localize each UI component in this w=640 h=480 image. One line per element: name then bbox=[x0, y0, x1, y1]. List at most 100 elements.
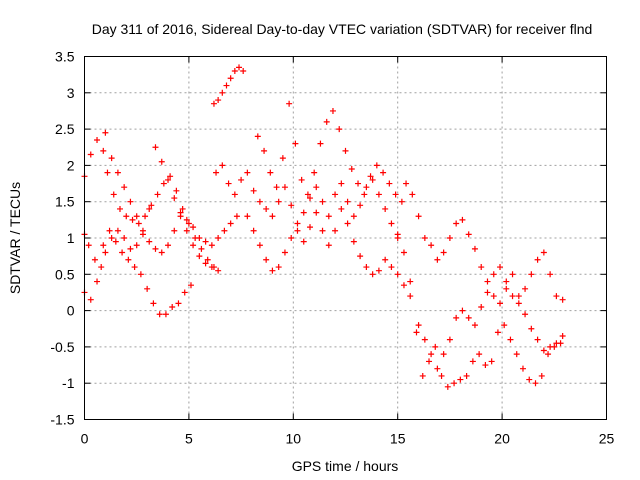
data-point bbox=[363, 184, 370, 191]
data-point bbox=[169, 303, 176, 310]
data-point bbox=[158, 158, 165, 165]
data-point bbox=[231, 68, 238, 75]
x-axis: 0 5 10 15 20 25 bbox=[81, 56, 614, 447]
y-tick-label: -1.5 bbox=[50, 412, 74, 428]
data-point bbox=[219, 162, 226, 169]
data-point bbox=[350, 238, 357, 245]
data-point bbox=[459, 307, 466, 314]
data-point bbox=[127, 245, 134, 252]
data-point bbox=[369, 176, 376, 183]
data-point bbox=[400, 249, 407, 256]
data-point bbox=[165, 176, 172, 183]
data-point bbox=[515, 300, 522, 307]
data-point bbox=[313, 184, 320, 191]
data-point bbox=[490, 293, 497, 300]
data-point bbox=[484, 278, 491, 285]
data-point bbox=[102, 129, 109, 136]
data-point bbox=[519, 365, 526, 372]
data-point bbox=[196, 253, 203, 260]
data-point bbox=[275, 264, 282, 271]
data-point bbox=[286, 100, 293, 107]
data-point bbox=[421, 235, 428, 241]
data-point bbox=[131, 264, 138, 271]
data-point bbox=[440, 249, 447, 256]
x-tick-label: 10 bbox=[286, 431, 302, 447]
data-point bbox=[426, 358, 433, 365]
series-track-d bbox=[102, 129, 222, 274]
series-track-h bbox=[254, 100, 405, 205]
data-point bbox=[403, 180, 410, 187]
data-point bbox=[490, 271, 497, 278]
data-point bbox=[388, 264, 395, 271]
data-point bbox=[357, 202, 364, 209]
data-point bbox=[394, 271, 401, 278]
data-point bbox=[221, 227, 228, 234]
data-point bbox=[400, 282, 407, 289]
data-point bbox=[415, 322, 422, 329]
data-point bbox=[104, 169, 111, 176]
data-point bbox=[154, 191, 161, 198]
data-point bbox=[190, 224, 197, 231]
data-point bbox=[547, 343, 554, 350]
data-point bbox=[453, 314, 460, 321]
data-point bbox=[196, 235, 203, 241]
x-tick-label: 5 bbox=[185, 431, 193, 447]
data-point bbox=[146, 205, 153, 212]
data-point bbox=[106, 227, 113, 234]
data-point bbox=[123, 213, 130, 220]
data-point bbox=[325, 213, 332, 220]
data-point bbox=[382, 205, 389, 212]
data-point bbox=[522, 285, 529, 292]
data-point bbox=[142, 213, 149, 220]
data-point bbox=[421, 336, 428, 343]
data-point bbox=[91, 256, 98, 263]
data-point bbox=[256, 198, 263, 205]
data-point bbox=[509, 271, 516, 278]
data-point bbox=[160, 180, 167, 187]
data-point bbox=[210, 100, 217, 107]
data-point bbox=[298, 176, 305, 183]
data-point bbox=[457, 376, 464, 383]
data-point bbox=[127, 198, 134, 205]
data-point bbox=[497, 300, 504, 307]
series-track-f bbox=[213, 162, 401, 238]
data-point bbox=[158, 249, 165, 256]
data-point bbox=[177, 213, 184, 220]
data-point bbox=[373, 162, 380, 169]
data-point bbox=[275, 198, 282, 205]
data-point bbox=[476, 351, 483, 358]
data-point bbox=[129, 216, 136, 223]
data-point bbox=[135, 220, 142, 227]
data-point bbox=[273, 184, 280, 191]
data-point bbox=[494, 329, 501, 336]
data-point bbox=[94, 278, 101, 285]
data-point bbox=[133, 242, 140, 249]
data-point bbox=[146, 238, 153, 245]
data-point bbox=[478, 264, 485, 271]
y-tick-label: -0.5 bbox=[50, 339, 74, 355]
data-point bbox=[208, 242, 215, 249]
data-point bbox=[152, 144, 159, 151]
data-point bbox=[323, 118, 330, 125]
data-point bbox=[152, 245, 159, 252]
data-point bbox=[240, 68, 247, 75]
data-point bbox=[181, 289, 188, 296]
data-point bbox=[185, 220, 192, 227]
data-point bbox=[202, 260, 209, 267]
grid bbox=[84, 56, 607, 420]
y-tick-label: -1 bbox=[62, 375, 75, 391]
data-point bbox=[471, 245, 478, 252]
data-point bbox=[165, 242, 172, 249]
data-point bbox=[522, 311, 529, 318]
data-point bbox=[380, 169, 387, 176]
data-point bbox=[344, 198, 351, 205]
data-point bbox=[279, 155, 286, 162]
data-point bbox=[269, 213, 276, 220]
data-point bbox=[348, 166, 355, 173]
data-point bbox=[446, 336, 453, 343]
data-point bbox=[375, 191, 382, 198]
data-point bbox=[204, 256, 211, 263]
data-point bbox=[528, 325, 535, 332]
data-point bbox=[87, 151, 94, 158]
